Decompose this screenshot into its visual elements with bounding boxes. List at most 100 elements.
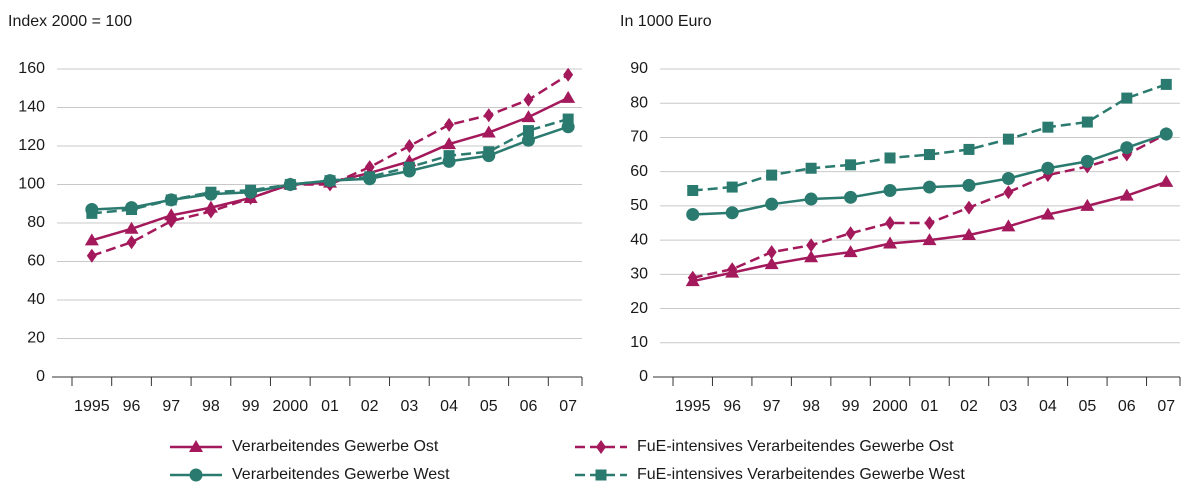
y-tick-label: 30: [630, 266, 648, 283]
marker: [1001, 172, 1015, 186]
marker: [1041, 161, 1055, 175]
marker: [1080, 198, 1095, 211]
y-tick-label: 80: [630, 94, 648, 111]
marker: [924, 216, 935, 230]
marker: [883, 183, 897, 197]
legend-label: FuE-intensives Verarbeitendes Gewerbe We…: [637, 466, 965, 483]
marker: [1081, 116, 1093, 128]
x-tick-label: 07: [559, 398, 577, 415]
marker: [766, 169, 778, 181]
x-tick-label: 98: [202, 398, 220, 415]
x-tick-label: 97: [763, 398, 781, 415]
legend-label: FuE-intensives Verarbeitendes Gewerbe Os…: [637, 438, 954, 455]
marker: [522, 125, 534, 137]
y-tick-label: 100: [18, 176, 45, 193]
x-tick-label: 1995: [675, 398, 711, 415]
marker: [1040, 207, 1055, 220]
x-tick-label: 1995: [74, 398, 110, 415]
y-tick-label: 90: [630, 60, 648, 77]
x-tick-label: 99: [242, 398, 260, 415]
y-tick-label: 80: [27, 214, 45, 231]
marker: [885, 216, 896, 230]
series-line: [91, 125, 569, 211]
y-tick-label: 140: [18, 99, 45, 116]
series-line: [692, 132, 1167, 216]
marker: [806, 238, 817, 253]
marker: [962, 178, 976, 192]
marker: [561, 90, 576, 103]
x-tick-label: 02: [361, 398, 379, 415]
marker: [883, 236, 898, 249]
x-tick-label: 06: [520, 398, 538, 415]
x-tick-label: 98: [802, 398, 820, 415]
series-line: [91, 117, 569, 215]
marker: [442, 137, 457, 150]
marker: [521, 133, 535, 147]
marker: [205, 186, 217, 198]
y-tick-label: 70: [630, 129, 648, 146]
marker: [727, 262, 738, 277]
marker: [686, 207, 700, 221]
marker: [189, 468, 203, 482]
marker: [404, 139, 415, 153]
x-tick-label: 03: [1000, 398, 1018, 415]
series-line: [91, 73, 569, 257]
y-tick-label: 60: [630, 163, 648, 180]
marker: [126, 235, 137, 250]
marker: [84, 233, 99, 246]
marker: [764, 257, 779, 270]
marker: [924, 149, 935, 161]
y-tick-label: 50: [630, 197, 648, 214]
marker: [843, 245, 858, 258]
marker: [364, 160, 375, 175]
marker: [961, 227, 976, 240]
y-tick-label: 0: [36, 368, 45, 385]
marker: [284, 179, 296, 190]
marker: [126, 204, 138, 216]
marker: [205, 204, 216, 219]
marker: [1003, 185, 1014, 200]
marker: [521, 110, 536, 123]
x-tick-label: 96: [723, 398, 741, 415]
legend-label: Verarbeitendes Gewerbe Ost: [232, 438, 439, 455]
x-tick-label: 04: [440, 398, 458, 415]
marker: [165, 194, 177, 206]
marker: [1120, 141, 1134, 155]
x-tick-label: 07: [1157, 398, 1175, 415]
marker: [595, 469, 607, 481]
x-tick-label: 01: [921, 398, 939, 415]
marker: [562, 113, 574, 125]
x-tick-label: 2000: [872, 398, 908, 415]
marker: [124, 221, 139, 234]
marker: [523, 92, 534, 107]
marker: [443, 150, 455, 162]
marker: [805, 162, 817, 174]
marker: [324, 175, 336, 187]
y-tick-label: 60: [27, 253, 45, 270]
x-tick-label: 96: [123, 398, 141, 415]
series-line: [692, 180, 1167, 283]
marker: [1121, 92, 1133, 104]
marker: [923, 180, 936, 194]
legend-label: Verarbeitendes Gewerbe West: [232, 466, 450, 483]
marker: [1119, 188, 1134, 201]
marker: [1159, 174, 1174, 187]
marker: [166, 214, 177, 229]
marker: [804, 192, 818, 206]
x-tick-label: 04: [1039, 398, 1057, 415]
marker: [1160, 78, 1172, 90]
marker: [1042, 121, 1054, 133]
marker: [1002, 133, 1014, 145]
marker: [845, 159, 857, 171]
marker: [596, 440, 606, 454]
y-tick-label: 120: [18, 137, 45, 154]
series-line: [91, 96, 569, 242]
x-tick-label: 05: [1078, 398, 1096, 415]
x-tick-label: 03: [400, 398, 418, 415]
marker: [844, 190, 858, 204]
marker: [189, 440, 203, 452]
marker: [963, 200, 974, 215]
y-tick-label: 160: [18, 60, 45, 77]
x-tick-label: 97: [162, 398, 180, 415]
